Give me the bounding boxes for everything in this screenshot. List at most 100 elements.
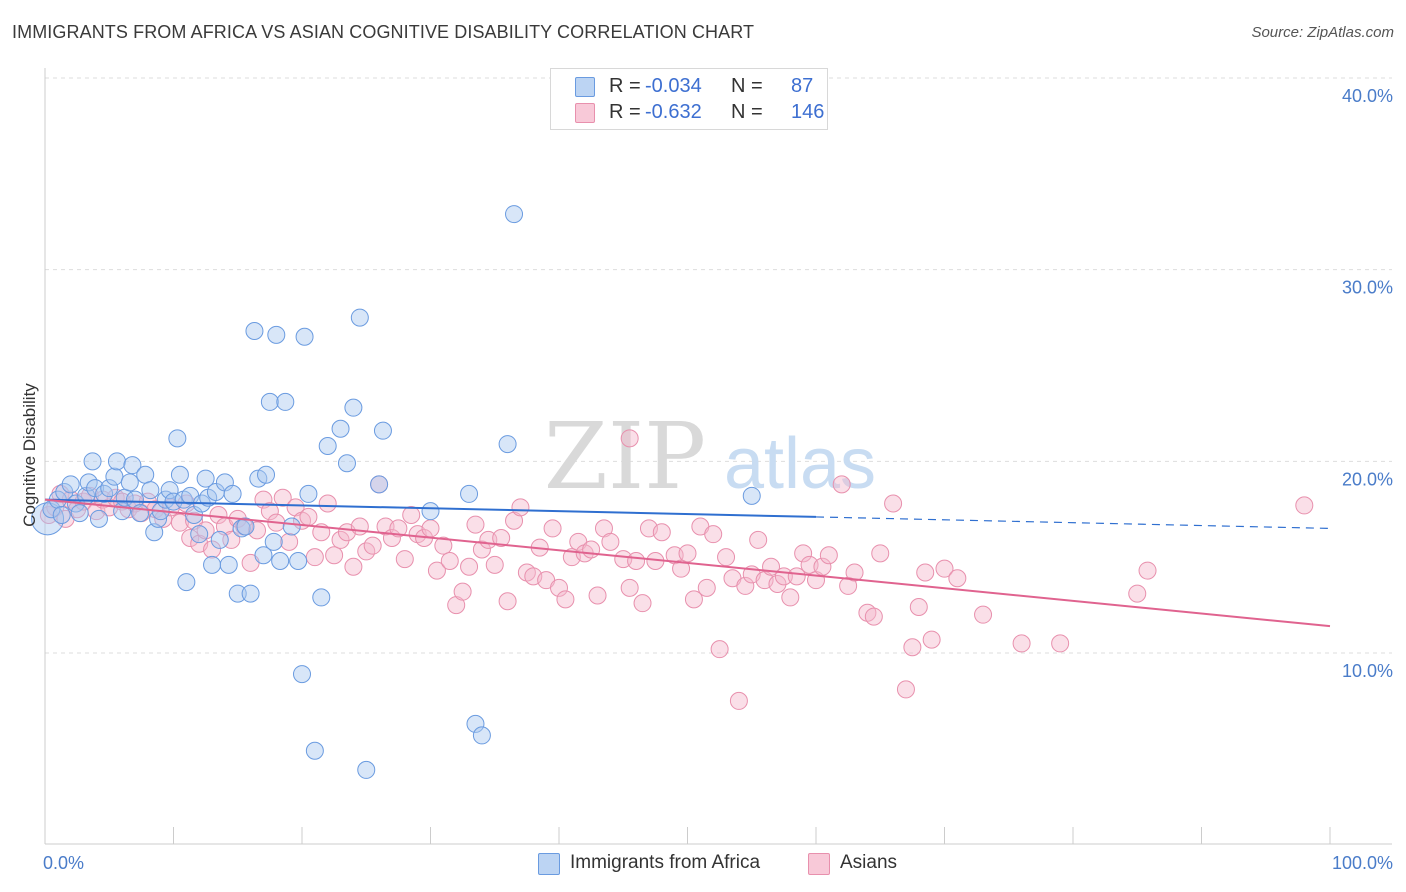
africa-point <box>282 517 301 536</box>
asians-point <box>909 598 928 616</box>
africa-point <box>210 530 229 549</box>
asians-point <box>633 594 652 613</box>
africa-swatch <box>575 77 595 97</box>
asians-point <box>305 548 324 567</box>
asians-point <box>1012 634 1031 653</box>
asians-point <box>794 544 813 563</box>
watermark-atlas: atlas <box>724 424 876 504</box>
n-value: 146 <box>791 101 825 123</box>
africa-point <box>203 555 222 574</box>
africa-point <box>260 392 279 411</box>
tick-labels: 10.0% 20.0% 30.0% 40.0% 0.0% 100.0% <box>43 86 1393 873</box>
x-tick-label: 100.0% <box>1332 853 1393 873</box>
asians-point <box>601 532 620 551</box>
legend-label-asians: Asians <box>840 852 898 873</box>
asians-point <box>787 567 806 586</box>
asians-point <box>768 575 787 593</box>
asians-point <box>1138 561 1157 580</box>
africa-trend-line <box>44 498 817 518</box>
asians-point <box>588 586 607 605</box>
africa-point <box>257 465 276 484</box>
asians-point <box>710 640 729 659</box>
africa-point <box>472 726 491 745</box>
asians-point <box>485 555 504 574</box>
y-axis-label: Cognitive Disability <box>20 383 39 527</box>
africa-point <box>271 552 290 570</box>
africa-point <box>505 205 524 224</box>
asians-point <box>427 561 446 580</box>
asians-point <box>543 519 562 538</box>
asians-point <box>170 513 189 532</box>
asians-point <box>871 544 890 563</box>
y-tick-label: 10.0% <box>1342 661 1393 681</box>
africa-point <box>466 714 485 733</box>
asians-trend-line <box>44 498 1331 628</box>
africa-point <box>295 327 314 346</box>
africa-point <box>228 584 247 603</box>
africa-points <box>31 205 761 779</box>
asians-point <box>260 502 279 521</box>
asians-point <box>389 519 408 538</box>
asians-point <box>248 521 267 540</box>
axes <box>44 68 1392 845</box>
asians-point <box>344 557 363 576</box>
africa-point <box>177 573 196 592</box>
africa-point <box>421 502 440 521</box>
asians-point <box>717 548 736 567</box>
africa-point <box>264 532 283 551</box>
n-label: N = <box>731 75 763 97</box>
africa-point <box>160 481 179 500</box>
africa-point <box>267 325 286 344</box>
africa-point <box>120 473 139 492</box>
asians-point <box>203 540 222 559</box>
r-label: R = <box>609 75 641 97</box>
asians-point <box>402 506 421 524</box>
africa-point <box>168 429 187 448</box>
asians-point <box>1051 634 1070 653</box>
asians-point <box>318 494 337 513</box>
africa-point <box>70 504 89 523</box>
asians-point <box>749 530 768 549</box>
r-value: -0.632 <box>645 101 702 123</box>
n-value: 87 <box>791 75 814 97</box>
africa-trend-extension <box>815 516 1331 530</box>
asians-point <box>652 523 671 542</box>
africa-point <box>156 490 175 509</box>
africa-point <box>373 421 392 440</box>
asians-point <box>1295 496 1314 515</box>
asians-point <box>185 511 204 530</box>
asians-legend-swatch <box>808 853 830 875</box>
asians-point <box>472 540 491 559</box>
y-tick-label: 30.0% <box>1342 278 1393 298</box>
africa-point <box>344 398 363 417</box>
r-label: R = <box>609 101 641 123</box>
asians-point <box>331 530 350 549</box>
asians-point <box>550 578 568 597</box>
asians-point <box>299 507 318 526</box>
africa-point <box>86 479 105 498</box>
asians-point <box>325 546 344 565</box>
africa-point <box>254 546 273 565</box>
africa-point <box>498 435 517 454</box>
asians-point <box>363 536 382 555</box>
asians-point <box>453 582 472 601</box>
africa-point <box>241 584 260 603</box>
asians-point <box>498 592 517 611</box>
africa-point <box>123 456 142 475</box>
x-tick-label: 0.0% <box>43 853 84 873</box>
africa-point <box>219 555 238 574</box>
asians-point <box>678 544 697 563</box>
asians-point <box>620 578 639 597</box>
africa-point <box>299 484 318 503</box>
africa-point <box>460 484 479 503</box>
asians-point <box>903 638 922 657</box>
africa-point <box>276 392 295 411</box>
asians-point <box>350 517 369 536</box>
africa-point <box>318 437 337 455</box>
y-tick-label: 40.0% <box>1342 86 1393 106</box>
asians-point <box>922 630 941 649</box>
africa-point <box>95 484 114 503</box>
n-label: N = <box>731 101 763 123</box>
chart-title: IMMIGRANTS FROM AFRICA VS ASIAN COGNITIV… <box>12 22 755 42</box>
